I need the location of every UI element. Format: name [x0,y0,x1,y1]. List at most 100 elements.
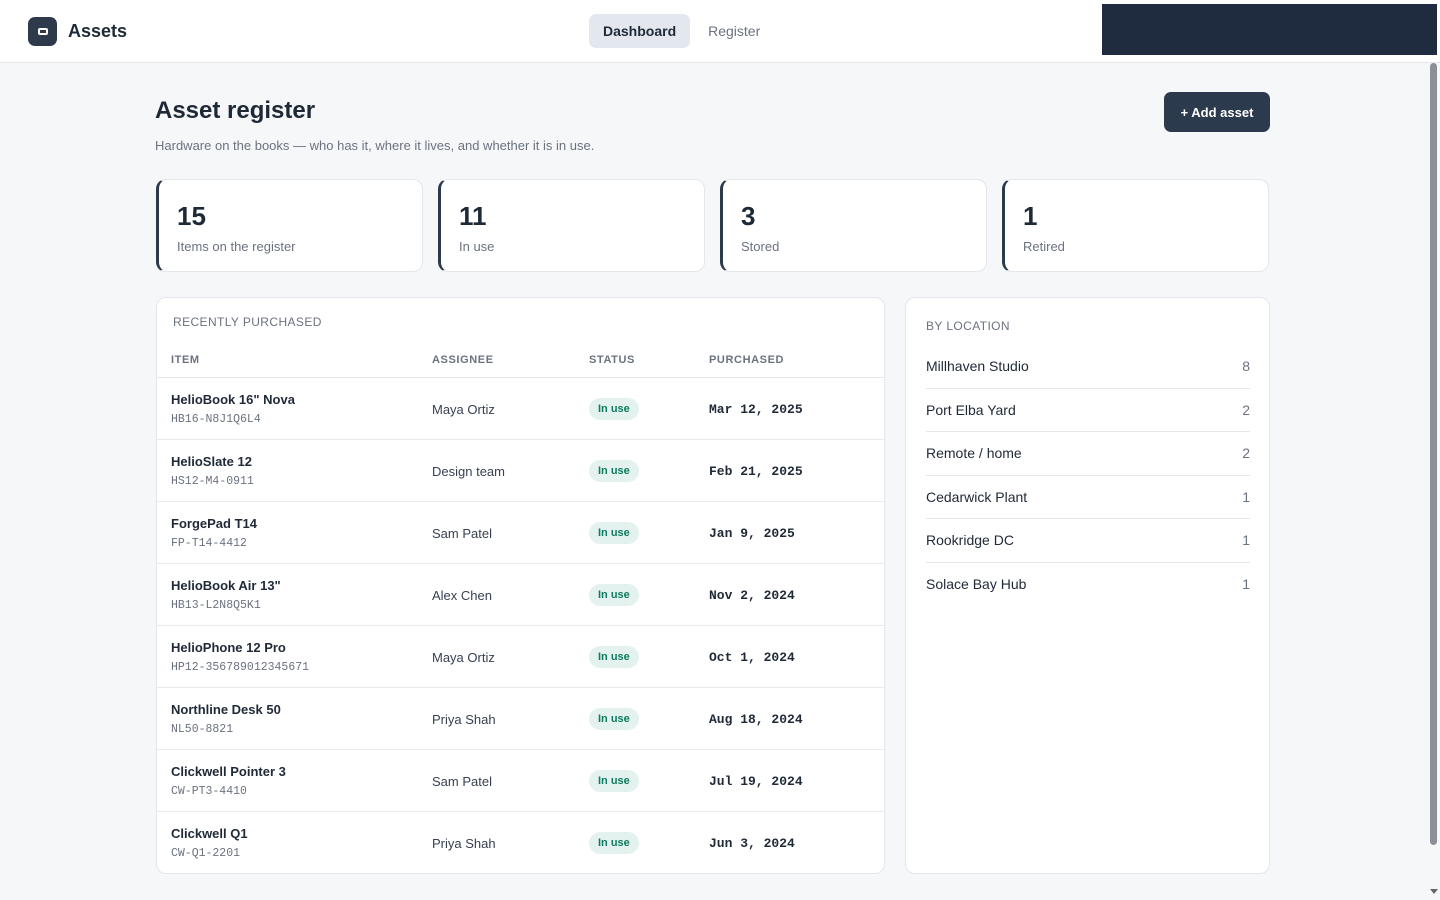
item-name[interactable]: ForgePad T14 [171,516,257,531]
location-item[interactable]: Port Elba Yard 2 [926,389,1250,432]
location-count: 2 [1242,401,1250,418]
status-badge: In use [589,398,639,420]
table-row[interactable]: Clickwell Q1 CW-Q1-2201 Priya Shah In us… [157,812,884,873]
table-row[interactable]: Northline Desk 50 NL50-8821 Priya Shah I… [157,688,884,750]
table-row[interactable]: HelioBook Air 13" HB13-L2N8Q5K1 Alex Che… [157,564,884,626]
header-overlay-block [1102,4,1437,55]
item-name[interactable]: Clickwell Q1 [171,826,248,841]
location-count: 2 [1242,445,1250,462]
scrollbar-thumb[interactable] [1430,63,1437,845]
column-header-item[interactable]: ITEM [171,354,200,366]
item-sku: HB16-N8J1Q6L4 [171,413,261,426]
tab-dashboard[interactable]: Dashboard [589,14,691,48]
location-item[interactable]: Solace Bay Hub 1 [926,563,1250,607]
location-name: Rookridge DC [926,532,1014,549]
stat-label: Stored [741,239,780,254]
item-sku: HB13-L2N8Q5K1 [171,599,261,612]
item-name[interactable]: Clickwell Pointer 3 [171,764,286,779]
location-name: Millhaven Studio [926,358,1029,375]
purchase-date: Jan 9, 2025 [709,526,795,541]
item-assignee: Sam Patel [432,774,492,789]
add-asset-button[interactable]: + Add asset [1164,92,1270,132]
item-assignee: Maya Ortiz [432,650,495,665]
stat-value: 11 [459,201,487,231]
purchase-date: Aug 18, 2024 [709,712,803,727]
location-list: Millhaven Studio 8 Port Elba Yard 2 Remo… [926,345,1250,606]
stat-card-total: 15 Items on the register [156,179,423,272]
stat-value: 1 [1023,201,1038,231]
stat-value: 3 [741,201,756,231]
item-name[interactable]: HelioBook Air 13" [171,578,281,593]
column-header-status[interactable]: STATUS [589,354,635,366]
location-count: 1 [1242,576,1250,593]
status-badge: In use [589,770,639,792]
page-title: Asset register [155,97,316,124]
item-name[interactable]: HelioBook 16" Nova [171,392,295,407]
stat-label: In use [459,239,495,254]
stat-card-retired: 1 Retired [1002,179,1269,272]
stat-label: Items on the register [177,239,296,254]
location-item[interactable]: Remote / home 2 [926,432,1250,476]
item-assignee: Alex Chen [432,588,492,603]
table-row[interactable]: Clickwell Pointer 3 CW-PT3-4410 Sam Pate… [157,750,884,812]
stat-card-stored: 3 Stored [720,179,987,272]
item-name[interactable]: HelioPhone 12 Pro [171,640,286,655]
status-badge: In use [589,584,639,606]
purchase-date: Jun 3, 2024 [709,836,795,851]
purchase-date: Nov 2, 2024 [709,588,795,603]
table-row[interactable]: HelioSlate 12 HS12-M4-0911 Design team I… [157,440,884,502]
location-item[interactable]: Cedarwick Plant 1 [926,476,1250,519]
stat-value: 15 [177,201,206,231]
status-badge: In use [589,832,639,854]
brand[interactable]: Assets [28,17,127,46]
item-sku: CW-Q1-2201 [171,847,241,860]
status-badge: In use [589,460,639,482]
location-item[interactable]: Millhaven Studio 8 [926,345,1250,389]
item-sku: NL50-8821 [171,723,234,736]
item-sku: CW-PT3-4410 [171,785,247,798]
purchase-date: Feb 21, 2025 [709,464,803,479]
app-name: Assets [68,21,128,41]
stat-card-in-use: 11 In use [438,179,705,272]
location-name: Cedarwick Plant [926,488,1028,505]
item-name[interactable]: HelioSlate 12 [171,454,252,469]
purchase-date: Mar 12, 2025 [709,402,803,417]
section-title: RECENTLY PURCHASED [173,315,322,329]
column-header-assignee[interactable]: ASSIGNEE [432,354,494,366]
item-assignee: Sam Patel [432,526,492,541]
location-name: Port Elba Yard [926,401,1016,418]
item-sku: FP-T14-4412 [171,537,247,550]
item-sku: HS12-M4-0911 [171,475,254,488]
recently-purchased-card: RECENTLY PURCHASED ITEM ASSIGNEE STATUS … [156,297,885,874]
table-row[interactable]: ForgePad T14 FP-T14-4412 Sam Patel In us… [157,502,884,564]
location-count: 1 [1242,488,1250,505]
purchase-date: Oct 1, 2024 [709,650,795,665]
by-location-card: BY LOCATION Millhaven Studio 8 Port Elba… [905,297,1270,874]
item-assignee: Maya Ortiz [432,402,495,417]
location-name: Solace Bay Hub [926,576,1027,593]
status-badge: In use [589,522,639,544]
scrollbar[interactable] [1427,63,1440,900]
location-count: 1 [1242,532,1250,549]
tab-register[interactable]: Register [708,23,761,39]
main-nav: Dashboard Register [589,14,774,48]
table-row[interactable]: HelioBook 16" Nova HB16-N8J1Q6L4 Maya Or… [157,378,884,440]
location-name: Remote / home [926,445,1022,462]
location-count: 8 [1242,358,1250,375]
scroll-down-icon[interactable] [1430,889,1438,894]
stat-label: Retired [1023,239,1065,254]
status-badge: In use [589,646,639,668]
page-subtitle: Hardware on the books — who has it, wher… [155,138,595,153]
item-assignee: Priya Shah [432,712,496,727]
purchase-date: Jul 19, 2024 [709,774,803,789]
status-badge: In use [589,708,639,730]
item-assignee: Priya Shah [432,836,496,851]
section-title: BY LOCATION [926,319,1010,333]
header-divider [157,377,884,378]
box-icon [28,17,57,46]
item-name[interactable]: Northline Desk 50 [171,702,281,717]
column-header-purchased[interactable]: PURCHASED [709,354,785,366]
location-item[interactable]: Rookridge DC 1 [926,519,1250,563]
table-row[interactable]: HelioPhone 12 Pro HP12-356789012345671 M… [157,626,884,688]
item-assignee: Design team [432,464,505,479]
